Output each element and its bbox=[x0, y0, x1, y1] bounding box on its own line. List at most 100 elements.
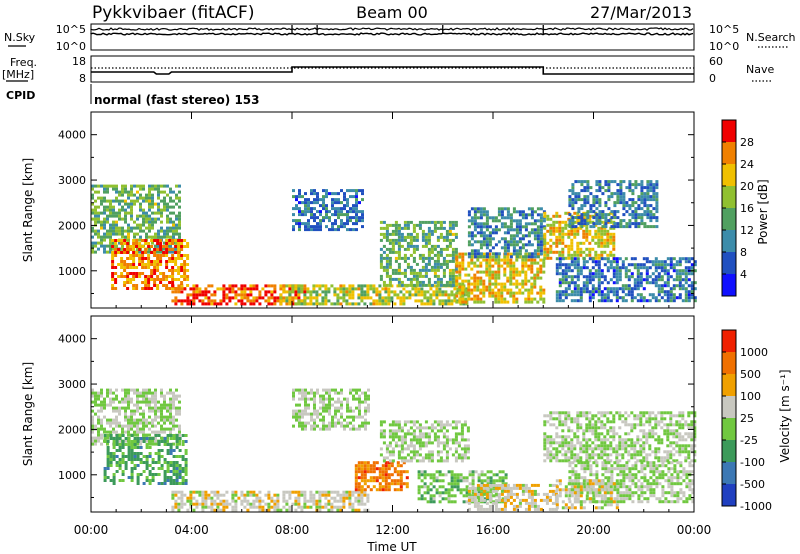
echo-cell bbox=[225, 502, 229, 506]
echo-cell bbox=[627, 287, 631, 291]
echo-cell bbox=[400, 438, 404, 442]
echo-cell bbox=[136, 458, 140, 461]
echo-cell bbox=[384, 290, 388, 294]
echo-cell bbox=[160, 403, 163, 407]
echo-cell bbox=[549, 244, 553, 248]
echo-cell bbox=[151, 476, 155, 479]
echo-cell bbox=[318, 499, 322, 503]
echo-cell bbox=[403, 259, 407, 263]
echo-cell bbox=[595, 183, 599, 187]
echo-cell bbox=[340, 388, 343, 392]
echo-cell bbox=[430, 459, 434, 463]
echo-cell bbox=[494, 279, 498, 283]
echo-cell bbox=[103, 190, 106, 194]
echo-cell bbox=[279, 284, 283, 288]
echo-cell bbox=[438, 470, 442, 474]
echo-cell bbox=[447, 296, 451, 300]
echo-cell bbox=[355, 210, 358, 214]
echo-cell bbox=[91, 208, 94, 212]
echo-cell bbox=[606, 238, 610, 242]
echo-cell bbox=[461, 285, 465, 289]
echo-cell bbox=[112, 452, 116, 455]
echo-cell bbox=[445, 441, 449, 445]
echo-cell bbox=[340, 222, 343, 226]
echo-cell bbox=[178, 190, 181, 194]
freq-tick-bottom: 8 bbox=[79, 72, 86, 85]
echo-cell bbox=[397, 453, 401, 457]
echo-cell bbox=[313, 400, 316, 404]
echo-cell bbox=[619, 201, 623, 205]
echo-cell bbox=[595, 195, 599, 199]
echo-cell bbox=[577, 192, 581, 196]
echo-cell bbox=[222, 505, 226, 509]
echo-cell bbox=[527, 279, 531, 283]
echo-cell bbox=[678, 284, 682, 288]
echo-cell bbox=[385, 444, 389, 448]
echo-cell bbox=[352, 222, 355, 226]
echo-cell bbox=[142, 220, 145, 224]
echo-cell bbox=[309, 499, 313, 503]
echo-cell bbox=[442, 423, 446, 427]
echo-cell bbox=[381, 479, 385, 483]
echo-cell bbox=[378, 296, 382, 300]
echo-cell bbox=[189, 505, 193, 509]
echo-cell bbox=[406, 232, 410, 236]
echo-cell bbox=[121, 427, 124, 431]
echo-cell bbox=[645, 275, 649, 279]
echo-cell bbox=[634, 216, 638, 220]
echo-cell bbox=[369, 467, 373, 471]
power-echo-cells bbox=[91, 180, 697, 306]
echo-cell bbox=[549, 217, 553, 221]
echo-cell bbox=[488, 258, 492, 262]
echo-cell bbox=[494, 261, 498, 265]
echo-cell bbox=[585, 275, 589, 279]
echo-cell bbox=[354, 476, 358, 480]
echo-cell bbox=[91, 430, 94, 434]
echo-cell bbox=[561, 257, 565, 261]
echo-cell bbox=[340, 415, 343, 419]
echo-cell bbox=[207, 284, 211, 288]
echo-cell bbox=[100, 391, 103, 395]
echo-cell bbox=[372, 476, 376, 480]
echo-cell bbox=[429, 473, 433, 477]
echo-cell bbox=[454, 459, 458, 463]
echo-cell bbox=[606, 299, 610, 303]
echo-cell bbox=[352, 418, 355, 422]
echo-cell bbox=[518, 219, 522, 223]
echo-cell bbox=[183, 272, 187, 275]
echo-cell bbox=[198, 490, 202, 494]
echo-cell bbox=[177, 242, 181, 245]
echo-cell bbox=[512, 219, 516, 223]
echo-cell bbox=[542, 291, 546, 295]
echo-cell bbox=[258, 290, 262, 294]
echo-cell bbox=[363, 502, 367, 506]
echo-cell bbox=[494, 216, 498, 220]
echo-cell bbox=[100, 211, 103, 215]
echo-cell bbox=[321, 493, 325, 497]
echo-cell bbox=[561, 226, 565, 230]
echo-cell bbox=[561, 299, 565, 303]
echo-cell bbox=[231, 290, 235, 294]
echo-cell bbox=[657, 287, 661, 291]
echo-cell bbox=[114, 242, 118, 245]
echo-cell bbox=[597, 293, 601, 297]
echo-cell bbox=[543, 235, 547, 239]
echo-cell bbox=[445, 232, 449, 236]
echo-cell bbox=[543, 211, 547, 215]
echo-cell bbox=[330, 496, 334, 500]
echo-cell bbox=[448, 283, 452, 287]
echo-cell bbox=[533, 234, 537, 238]
echo-cell bbox=[455, 294, 459, 298]
echo-cell bbox=[630, 287, 634, 291]
echo-cell bbox=[198, 293, 202, 297]
echo-cell bbox=[372, 284, 376, 288]
nsky-panel bbox=[90, 23, 695, 51]
echo-cell bbox=[103, 211, 106, 215]
echo-cell bbox=[455, 255, 459, 259]
echo-cell bbox=[181, 434, 185, 437]
echo-cell bbox=[216, 496, 220, 500]
echo-cell bbox=[130, 434, 134, 437]
echo-cell bbox=[163, 394, 166, 398]
echo-cell bbox=[555, 266, 559, 270]
